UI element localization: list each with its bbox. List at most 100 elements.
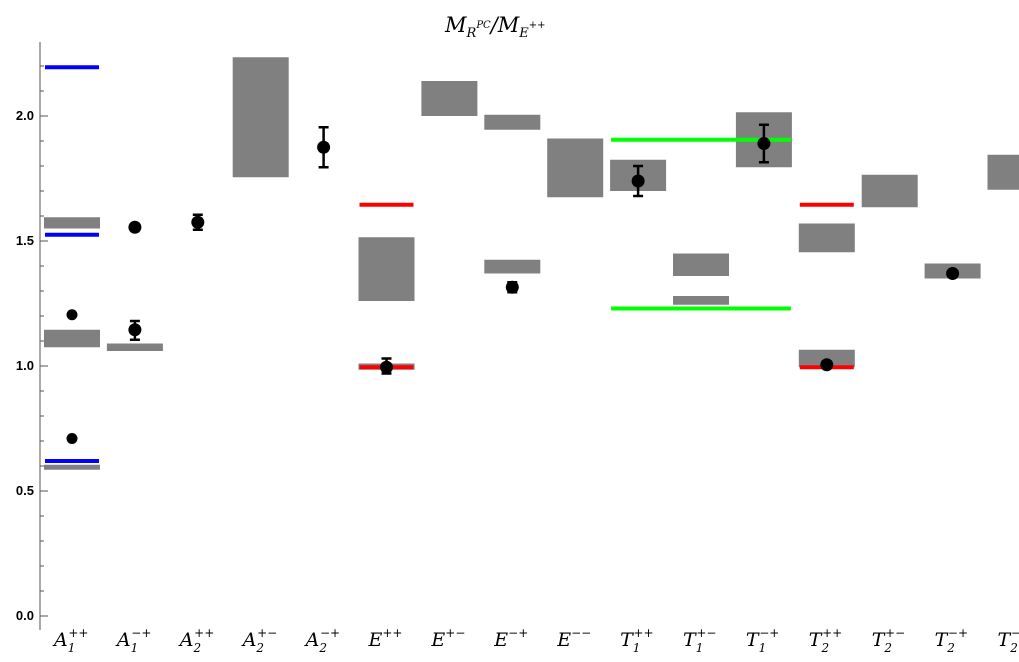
category-label: T2−−: [998, 626, 1019, 655]
category-superscript: −+: [948, 626, 968, 640]
category-label: E++: [368, 626, 403, 651]
title-m1: M: [444, 13, 467, 37]
category-superscript: +−: [445, 626, 465, 640]
category-base: E: [430, 629, 445, 651]
category-base: T: [746, 629, 760, 651]
category-base: A: [241, 629, 257, 651]
title-subsup2: ++: [529, 20, 546, 31]
data-point: [380, 360, 393, 374]
band-rect: [484, 114, 541, 130]
category-base: E: [556, 629, 571, 651]
category-base: T: [683, 629, 697, 651]
category-subscript: 2: [883, 641, 892, 655]
category-subscript: 2: [820, 641, 829, 655]
category-superscript: +−: [696, 626, 716, 640]
y-tick-label: 1.0: [16, 358, 34, 373]
category-label: A1−+: [115, 626, 151, 655]
category-base: A: [52, 629, 68, 651]
y-tick-label: 0.0: [16, 608, 34, 623]
category-base: A: [178, 629, 194, 651]
band-rect: [798, 223, 855, 253]
category-superscript: −+: [320, 626, 340, 640]
category-base: A: [304, 629, 320, 651]
band-rect: [547, 138, 604, 198]
category-base: T: [620, 629, 634, 651]
category-label: T2−+: [935, 626, 968, 655]
category-label: T2+−: [872, 626, 905, 655]
category-label: A2−+: [304, 626, 340, 655]
title-slash: /: [489, 13, 500, 37]
band-rect: [44, 464, 100, 470]
title-sub1: R: [466, 26, 477, 41]
category-superscript: −−: [571, 626, 591, 640]
data-point: [946, 267, 960, 280]
category-label: E−−: [556, 626, 591, 651]
band-rect: [484, 259, 541, 274]
category-superscript: ++: [68, 626, 88, 640]
category-superscript: −+: [131, 626, 151, 640]
category-base: E: [368, 629, 383, 651]
band-rect: [421, 81, 478, 116]
title-sub2: E: [518, 26, 529, 41]
band-rect: [673, 296, 729, 305]
category-label: E+−: [430, 626, 465, 651]
chart-title: MRPC/ME++: [444, 13, 546, 41]
category-label: T1−+: [746, 626, 779, 655]
category-subscript: 1: [68, 641, 76, 655]
category-label: A1++: [52, 626, 88, 655]
category-subscript: 1: [759, 641, 767, 655]
data-point: [631, 174, 645, 188]
data-point: [757, 137, 771, 150]
category-subscript: 2: [318, 641, 327, 655]
category-superscript: +−: [257, 626, 277, 640]
band-rect: [673, 253, 729, 276]
category-superscript: −+: [508, 626, 528, 640]
data-point: [66, 433, 78, 444]
category-subscript: 2: [193, 641, 202, 655]
data-point: [128, 323, 142, 337]
category-base: E: [493, 629, 508, 651]
category-superscript: ++: [822, 626, 842, 640]
category-label: A2++: [178, 626, 214, 655]
category-superscript: ++: [194, 626, 214, 640]
band-rect: [861, 174, 918, 208]
category-base: T: [935, 629, 949, 651]
plot-area: 0.00.51.01.52.0A1++ A1−+ A2++ A2+− A2−+ E++ E+…: [16, 42, 1019, 655]
data-point: [191, 215, 205, 229]
category-base: T: [809, 629, 823, 651]
data-point: [505, 280, 519, 294]
category-label: T1++: [620, 626, 653, 655]
category-label: T1+−: [683, 626, 716, 655]
category-label: E−+: [493, 626, 528, 651]
category-base: T: [998, 629, 1012, 651]
category-superscript: −−: [1011, 626, 1019, 640]
data-point: [820, 358, 834, 372]
category-subscript: 1: [633, 641, 641, 655]
band-rect: [232, 57, 289, 178]
y-tick-label: 0.5: [16, 483, 34, 498]
data-point: [317, 140, 331, 154]
category-subscript: 1: [696, 641, 704, 655]
category-subscript: 2: [255, 641, 264, 655]
category-label: A2+−: [241, 626, 277, 655]
title-subsup1: PC: [475, 20, 491, 31]
data-point: [128, 220, 142, 234]
band-rect: [44, 329, 100, 348]
category-superscript: −+: [759, 626, 779, 640]
y-tick-label: 2.0: [16, 108, 34, 123]
band-rect: [44, 217, 100, 229]
band-rect: [106, 343, 163, 351]
band-rect: [358, 237, 415, 301]
category-superscript: ++: [382, 626, 402, 640]
band-rect: [987, 154, 1019, 190]
category-superscript: ++: [633, 626, 653, 640]
category-superscript: +−: [885, 626, 905, 640]
category-subscript: 1: [131, 641, 139, 655]
category-subscript: 2: [946, 641, 955, 655]
category-base: A: [115, 629, 131, 651]
data-point: [66, 309, 78, 321]
category-subscript: 2: [1009, 641, 1018, 655]
category-label: T2++: [809, 626, 842, 655]
title-m2: M: [497, 13, 520, 37]
